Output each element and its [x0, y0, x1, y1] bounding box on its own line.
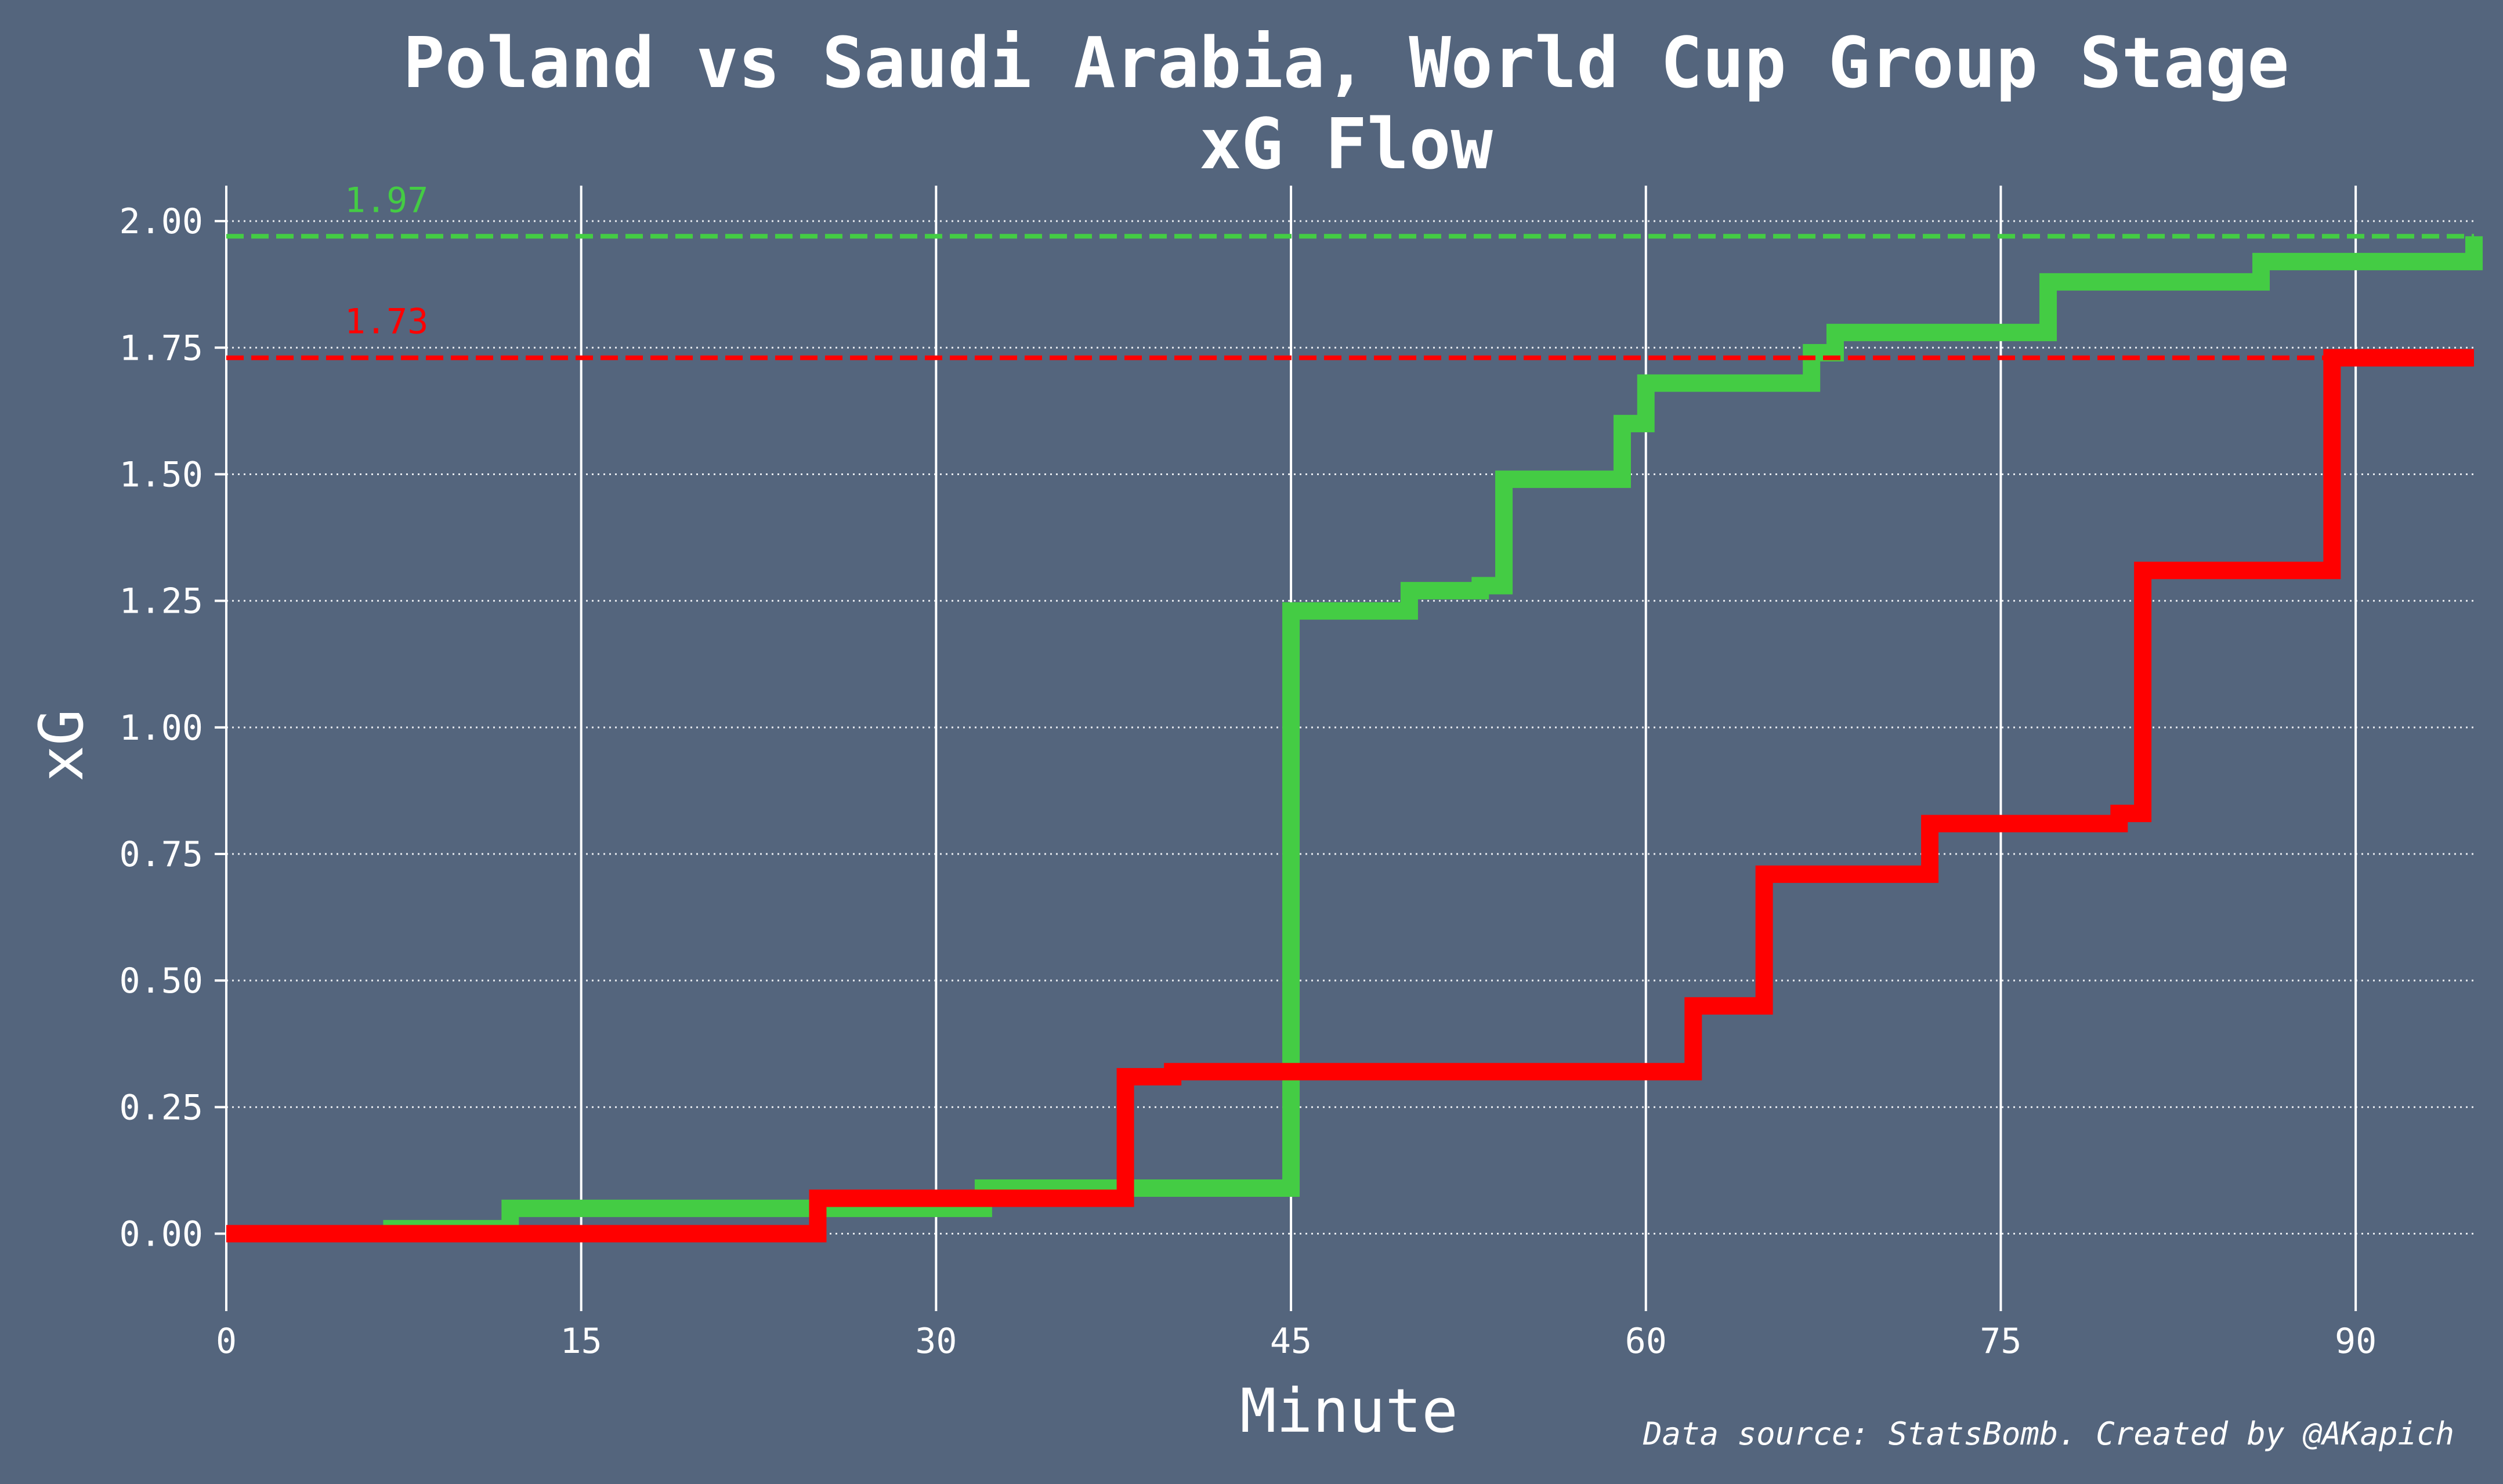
x-axis-label: Minute: [1240, 1376, 1458, 1446]
x-tick-label-5: 75: [1980, 1321, 2021, 1362]
x-tick-label-4: 60: [1625, 1321, 1667, 1362]
y-tick-label-7: 1.75: [120, 328, 204, 368]
y-tick-label-3: 0.75: [120, 834, 204, 875]
y-axis-label: xG: [26, 709, 97, 781]
chart-subtitle: xG Flow: [1199, 104, 1493, 185]
chart-title: Poland vs Saudi Arabia, World Cup Group …: [403, 23, 2289, 104]
final-value-label-1: 1.73: [345, 302, 429, 342]
final-value-label-0: 1.97: [345, 180, 429, 220]
axes: 0.00 0.25 0.50 0.75 1.00 1.25 1.50 1.75 2.00 0 15 3…: [120, 201, 2377, 1362]
series-line-1: [226, 349, 2474, 1243]
y-tick-label-1: 0.25: [120, 1087, 204, 1128]
series-layer: [226, 236, 2483, 1243]
y-tick-label-8: 2.00: [120, 201, 204, 242]
source-note: Data source: StatsBomb. Created by @AKap…: [1643, 1416, 2454, 1452]
x-tick-label-3: 45: [1270, 1321, 1312, 1362]
y-tick-label-4: 1.00: [120, 708, 204, 748]
y-tick-label-2: 0.50: [120, 961, 204, 1001]
x-tick-label-0: 0: [216, 1321, 237, 1362]
x-tick-label-1: 15: [560, 1321, 602, 1362]
labels: 1.97 1.73: [226, 180, 2474, 360]
x-tick-label-6: 90: [2335, 1321, 2377, 1362]
y-tick-label-6: 1.50: [120, 454, 204, 495]
y-tick-label-0: 0.00: [120, 1214, 204, 1255]
x-tick-label-2: 30: [915, 1321, 957, 1362]
grid: [225, 186, 2474, 1300]
y-tick-label-5: 1.25: [120, 581, 204, 622]
